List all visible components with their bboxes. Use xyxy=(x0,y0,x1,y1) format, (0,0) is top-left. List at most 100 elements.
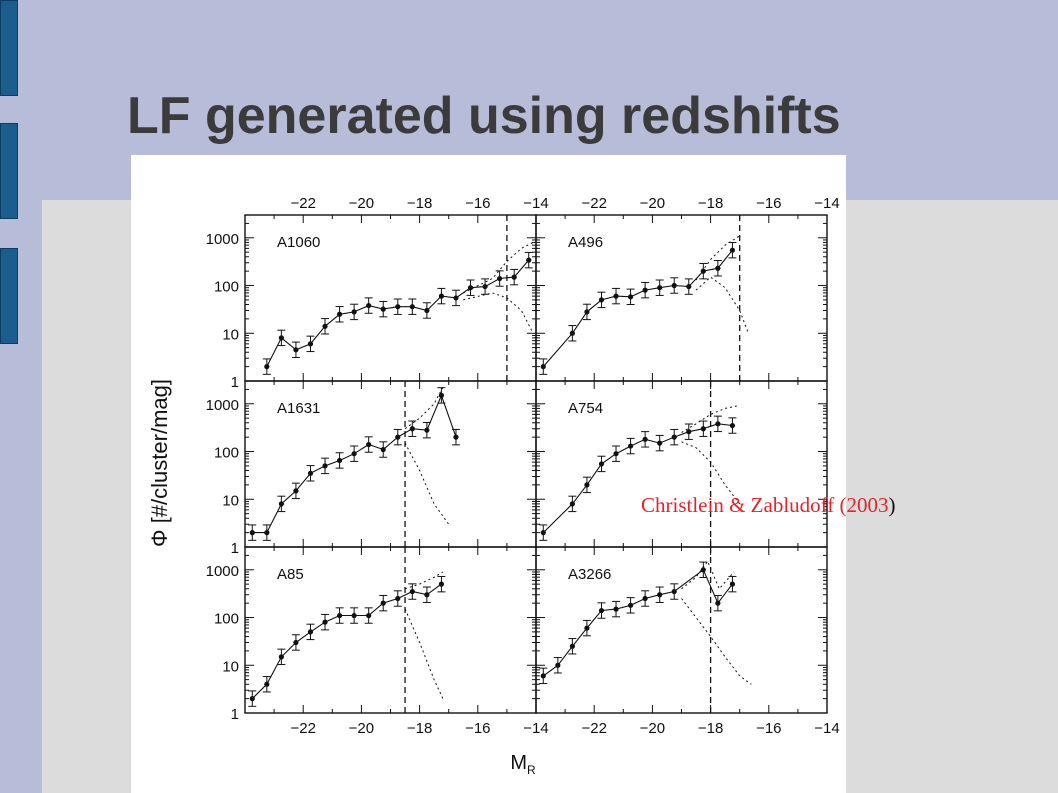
panel-a3266-data-point xyxy=(671,588,677,595)
panel-a754-data-point xyxy=(715,421,721,427)
panel-a1631-ytick-label: 1000 xyxy=(206,397,239,414)
panel-a1060-data-point xyxy=(336,311,343,317)
decorative-bar-3 xyxy=(0,248,18,344)
panel-a1060-ytick-label: 1 xyxy=(231,374,239,391)
x-tick-label-top: −20 xyxy=(349,195,374,212)
panel-a496-data-point xyxy=(598,297,605,303)
panel-a496-data-point xyxy=(642,287,648,293)
panel-a1631-data-point xyxy=(366,441,372,448)
panel-a1060-data-point xyxy=(293,347,299,353)
panel-a1631-ytick-label: 1 xyxy=(231,540,239,557)
panel-a1060-data-point xyxy=(409,304,415,310)
panel-a1631-label: A1631 xyxy=(277,400,320,417)
panel-a3266-data-point xyxy=(627,602,634,608)
x-tick-label-bottom: −18 xyxy=(407,720,432,737)
panel-a1060-data-point xyxy=(497,275,503,282)
x-axis-label-subscript: R xyxy=(527,763,536,777)
panel-a754-data-point xyxy=(598,461,605,467)
panel-a754-data-point xyxy=(613,451,619,457)
panel-a1631-data-point xyxy=(395,434,401,440)
panel-a1060-label: A1060 xyxy=(277,234,320,251)
panel-a1060-data-point xyxy=(351,309,357,315)
x-tick-label-bottom: −18 xyxy=(698,720,723,737)
x-axis-label: MR xyxy=(510,752,536,777)
panel-a1060-data-point xyxy=(264,364,270,370)
panel-a3266-data-point xyxy=(569,643,575,649)
panel-a3266-series-line xyxy=(542,568,733,677)
y-axis-label: Φ [#/cluster/mag] xyxy=(147,379,172,547)
panel-a496-lower-band xyxy=(695,276,749,334)
panel-a85-data-point xyxy=(307,629,314,635)
panel-a85-ytick-label: 10 xyxy=(222,658,239,675)
panel-a1060-data-point xyxy=(307,341,314,347)
panel-a1060-data-point xyxy=(322,323,328,329)
x-tick-label-top: −14 xyxy=(814,195,839,212)
slide-title: LF generated using redshifts xyxy=(127,87,841,145)
x-tick-label-top: −16 xyxy=(465,195,490,212)
panel-a85-data-point xyxy=(264,681,270,687)
panel-a85-ytick-label: 100 xyxy=(214,611,239,628)
panel-a85-data-point xyxy=(366,612,372,619)
panel-a1631-data-point xyxy=(453,434,459,440)
panel-a1060-upper-band xyxy=(463,241,534,294)
panel-a3266-lower-band xyxy=(681,598,752,685)
panel-a1060-data-point xyxy=(467,285,474,291)
luminosity-function-figure: 1 10 100 1000 A1060 A496 1 10 100 1000 A1631 A754 1 1… xyxy=(131,155,846,793)
decorative-bar-2 xyxy=(0,123,18,219)
panel-a1060-data-point xyxy=(380,306,386,312)
x-tick-label-bottom: −20 xyxy=(349,720,374,737)
panel-a3266-label: A3266 xyxy=(568,566,611,583)
panel-a1060-ytick-label: 1000 xyxy=(206,231,239,248)
panel-a496-data-point xyxy=(627,294,634,300)
panel-a1631-data-point xyxy=(336,457,343,464)
panel-a1060-ytick-label: 10 xyxy=(222,326,239,343)
panel-a754-data-point xyxy=(540,530,546,536)
x-tick-label-top: −22 xyxy=(290,195,315,212)
panel-a85-upper-band xyxy=(404,571,444,590)
panel-a1631-data-point xyxy=(322,463,328,469)
citation-tail: ) xyxy=(888,493,896,517)
panel-a3266-data-point xyxy=(657,592,663,598)
panel-a85-lower-band xyxy=(404,608,444,699)
panel-a754-data-point xyxy=(642,436,648,442)
panel-a85-data-point xyxy=(249,696,255,702)
panel-a85-ytick-label: 1 xyxy=(231,706,239,723)
panel-a1631-data-point xyxy=(380,446,386,453)
panel-a496-data-point xyxy=(569,330,575,336)
x-tick-label-top: −18 xyxy=(698,195,723,212)
panel-a85-data-point xyxy=(278,654,284,660)
panel-a1060-data-point xyxy=(482,283,488,290)
x-tick-label-top: −18 xyxy=(407,195,432,212)
x-tick-label-bottom: −16 xyxy=(756,720,781,737)
panel-a85-series-line xyxy=(251,583,442,699)
panel-a496-series-line xyxy=(542,249,733,367)
panel-a754-data-point xyxy=(671,434,677,440)
panel-a85-data-point xyxy=(438,581,445,587)
panel-a1631-data-point xyxy=(307,470,314,476)
panel-a85-data-point xyxy=(293,639,299,646)
panel-a754-data-point xyxy=(686,429,692,435)
panel-a1060-data-point xyxy=(453,295,459,301)
panel-a496-data-point xyxy=(584,309,590,315)
panel-a3266-data-point xyxy=(642,595,648,602)
panel-a3266-data-point xyxy=(729,581,736,587)
panel-a754-data-point xyxy=(700,426,706,432)
panel-a85-data-point xyxy=(322,619,328,625)
panel-a496-data-point xyxy=(540,364,546,370)
panel-a3266-data-point xyxy=(613,606,619,612)
panel-a496-data-point xyxy=(686,283,692,290)
panel-a1631-ytick-label: 10 xyxy=(222,492,239,509)
panel-a85-label: A85 xyxy=(277,566,304,583)
decorative-bar-1 xyxy=(0,0,18,96)
panel-a754-data-point xyxy=(584,482,590,488)
panel-a85-data-point xyxy=(380,600,386,606)
panel-a3266-data-point xyxy=(555,662,561,668)
panel-a1060-data-point xyxy=(526,257,532,263)
panel-a85-data-point xyxy=(336,612,343,619)
x-tick-label-bottom: −14 xyxy=(523,720,548,737)
panel-a3266-data-point xyxy=(598,607,605,614)
panel-a3266-data-point xyxy=(700,567,706,573)
panel-a754-upper-band xyxy=(681,405,737,433)
panel-a1631-data-point xyxy=(424,427,430,433)
citation-text: Christlein & Zabludoff (2003) xyxy=(641,493,896,518)
